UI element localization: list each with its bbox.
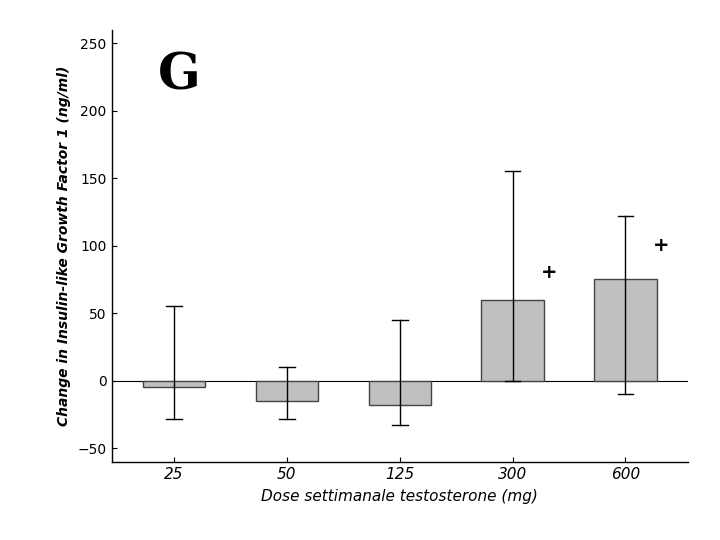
Bar [482,300,544,381]
Text: Bashin S et al. Am J Physiol Endocrinol Metab 2001; 281:E1172-1181: Bashin S et al. Am J Physiol Endocrinol … [14,515,446,528]
Bar [143,381,204,388]
Text: +: + [653,236,670,255]
Text: +: + [541,263,557,282]
Bar [595,280,657,381]
Bar [256,381,318,401]
X-axis label: Dose settimanale testosterone (mg): Dose settimanale testosterone (mg) [261,489,538,503]
Bar [369,381,431,405]
Y-axis label: Change in Insulin-like Growth Factor 1 (ng/ml): Change in Insulin-like Growth Factor 1 (… [57,65,71,426]
Text: G: G [158,51,200,100]
